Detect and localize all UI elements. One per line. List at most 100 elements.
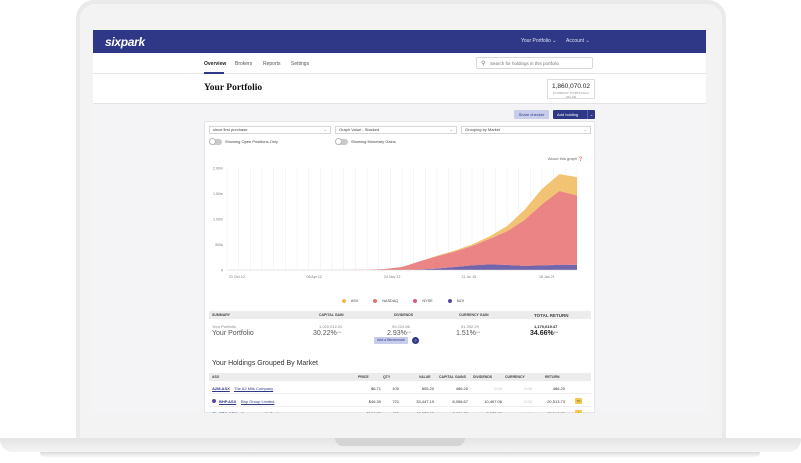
portfolio-value-box: 1,860,070.02 CURRENT PORTFOLIO VALUE <box>547 79 595 99</box>
monetary-gains-toggle[interactable]: Showing Monetary Gains <box>335 138 425 145</box>
capital-gain-value: 1,020,012.20 <box>319 324 343 329</box>
legend-dot-icon <box>373 299 378 303</box>
x-tick-label: 21 Jul 15 <box>462 275 477 279</box>
y-tick-label: 500k <box>215 243 223 247</box>
holding-cap: 8,056.67 <box>452 398 468 404</box>
tab-brokers[interactable]: Brokers <box>235 61 253 67</box>
active-tab-indicator <box>204 72 224 74</box>
chevron-down-icon[interactable]: ⌄ <box>587 110 595 119</box>
holding-div: 0.00 <box>494 386 502 391</box>
x-tick-label: 16 Jan 21 <box>539 275 555 279</box>
holding-ticker[interactable]: A2M.ASX <box>212 386 230 391</box>
add-benchmark-button[interactable]: Add a Benchmark <box>374 337 408 344</box>
laptop-shadow <box>40 452 760 458</box>
table-row[interactable]: A2M.ASX The A2 Milk Company $6.71 100 805.20… <box>209 383 591 394</box>
currency-gain-col: CURRENCY GAIN <box>459 313 489 317</box>
legend-item[interactable]: NZX <box>443 299 465 303</box>
capital-gains-col[interactable]: CAPITAL GAINS <box>439 375 466 379</box>
summary-col: SUMMARY <box>212 313 230 317</box>
legend-label: NASDAQ <box>382 299 399 303</box>
holdings-title: Your Holdings Grouped By Market <box>212 360 318 367</box>
sub-navbar: Overview Brokers Reports Settings ⚲ <box>93 53 706 74</box>
holding-value: 33,447.19 <box>416 398 434 404</box>
grouping-select[interactable]: Grouping by Market ⌄ <box>461 126 591 134</box>
app-screen: sixpark Your Portfolio ⌄ Account ⌄ Overv… <box>93 30 706 413</box>
holding-badge[interactable]: 1 <box>575 410 582 413</box>
open-positions-toggle[interactable]: Showing Open Positions Only <box>209 138 299 145</box>
capital-gain-pct: 30.22% <box>313 330 337 337</box>
holding-qty: 400 <box>392 411 399 413</box>
y-tick-label: 0 <box>221 269 223 273</box>
your-portfolio-menu[interactable]: Your Portfolio ⌄ <box>521 38 557 44</box>
account-menu[interactable]: Account ⌄ <box>566 38 590 44</box>
tab-settings[interactable]: Settings <box>291 61 310 67</box>
sixpark-logo[interactable]: sixpark <box>105 35 145 49</box>
holding-ticker[interactable]: CBA.ASX <box>219 411 237 413</box>
legend-label: ASX <box>350 299 359 303</box>
portfolio-chart: 0 500k 1.00m 1.50m 2.00m 21 Oct 10 08 Apr 12 24… <box>213 167 578 279</box>
legend-label: NZX <box>456 299 465 303</box>
legend-dot-icon <box>447 299 452 303</box>
holding-cur: 0.00 <box>524 386 532 391</box>
search-box: ⚲ <box>476 57 593 69</box>
period-select[interactable]: since first purchase ⌄ <box>209 126 331 134</box>
help-icon[interactable]: ? <box>412 337 419 344</box>
y-tick-label: 1.00m <box>213 218 223 222</box>
holding-name[interactable]: The A2 Milk Company <box>234 386 274 391</box>
holding-ticker[interactable]: BHP.ASX <box>219 398 237 404</box>
holding-price: $46.39 <box>368 398 381 404</box>
legend-dot-icon <box>341 299 346 303</box>
total-return-value: 1,170,619.47 <box>534 324 558 329</box>
about-graph-link[interactable]: About this graph ❓ <box>548 156 583 161</box>
legend-item[interactable]: ASX <box>337 299 359 303</box>
share-checker-button[interactable]: Share checker <box>514 110 549 119</box>
legend-item[interactable]: NASDAQ <box>368 299 398 303</box>
market-col[interactable]: ASX <box>212 375 220 379</box>
holding-div: 7,222.86 <box>486 411 502 413</box>
top-navbar: sixpark Your Portfolio ⌄ Account ⌄ <box>93 30 706 53</box>
grouping-select-value: Grouping by Market <box>465 127 501 132</box>
holding-badge[interactable]: 7D <box>575 397 582 404</box>
legend-item[interactable]: NYSE <box>408 299 433 303</box>
summary-header: SUMMARY CAPITAL GAIN DIVIDENDS CURRENCY … <box>209 311 591 319</box>
tab-overview[interactable]: Overview <box>204 61 227 67</box>
page-title: Your Portfolio <box>204 83 263 93</box>
help-icon: ❓ <box>578 156 584 161</box>
value-col[interactable]: VALUE <box>419 375 431 379</box>
tab-reports[interactable]: Reports <box>263 61 281 67</box>
search-input[interactable] <box>490 60 590 67</box>
table-row[interactable]: BHP.ASX Bhp Group Limited $46.39 721 33,447.… <box>209 396 591 407</box>
holding-div: 10,467.06 <box>484 398 502 404</box>
return-col[interactable]: RETURN <box>545 375 560 379</box>
add-holding-button[interactable]: Add holding ⌄ <box>553 110 595 119</box>
dividends-col[interactable]: DIVIDENDS <box>473 375 493 379</box>
holding-name[interactable]: Commonwealth Bank. <box>241 411 280 413</box>
x-tick-label: 24 Nov 13 <box>384 275 400 279</box>
area-nzx[interactable] <box>227 264 577 270</box>
holding-cur: 0.00 <box>524 398 532 404</box>
chart-legend: ASX NASDAQ NYSE NZX <box>205 299 596 306</box>
area-nasdaq[interactable] <box>227 190 577 270</box>
currency-gain-pct-cell: 1.51%p.a. <box>456 330 481 337</box>
graph-select[interactable]: Graph Value - Stacked ⌄ <box>335 126 457 134</box>
open-positions-label: Showing Open Positions Only <box>225 139 278 144</box>
market-dot-icon <box>212 411 216 413</box>
dividends-pct: 2.93% <box>387 330 407 337</box>
chevron-down-icon: ⌄ <box>583 127 587 132</box>
currency-col[interactable]: CURRENCY <box>505 375 525 379</box>
toggle-knob <box>335 138 342 145</box>
table-row[interactable]: CBA.ASX Commonwealth Bank. $106.78 400 42,57… <box>209 408 591 413</box>
capital-gain-pct-cell: 30.22%p.a. <box>313 330 342 337</box>
holding-cur: 0.00 <box>524 411 532 413</box>
currency-gain-value: 51,392.29 <box>461 324 479 329</box>
portfolio-card: since first purchase ⌄ Graph Value - Stac… <box>204 121 595 413</box>
summary-row-label: Your Portfolio <box>212 330 254 337</box>
y-tick-label: 1.50m <box>213 192 223 196</box>
holding-name[interactable]: Bhp Group Limited <box>241 398 275 404</box>
search-icon: ⚲ <box>481 61 486 67</box>
qty-col[interactable]: QTY <box>383 375 391 379</box>
holding-qty: 100 <box>392 386 399 391</box>
holding-cap: 8,684.00 <box>452 411 468 413</box>
price-col[interactable]: PRICE <box>358 375 369 379</box>
total-return-pct: 34.66% <box>530 330 554 337</box>
